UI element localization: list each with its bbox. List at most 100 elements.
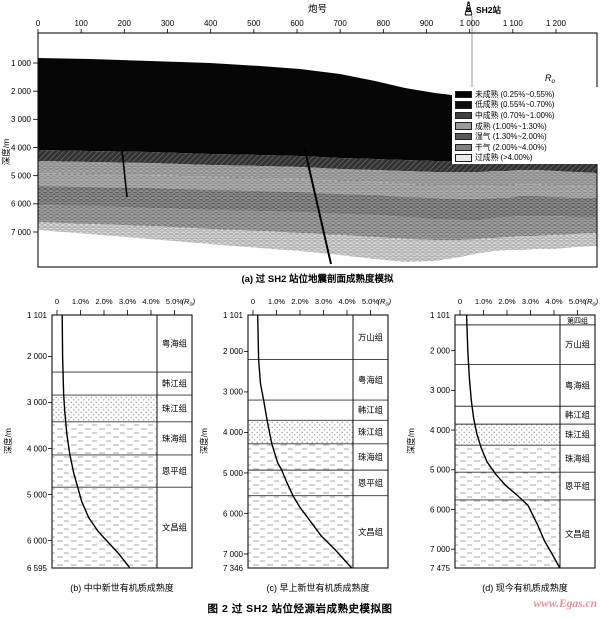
panel-caption: (b) 中中新世有机质成熟度 [70, 582, 174, 593]
depth-tick-label: 6 000 [27, 536, 48, 545]
depth-top-label: 1 101 [430, 311, 451, 320]
y-axis-label: 深度/m [1, 139, 11, 165]
plot-border [51, 314, 193, 569]
legend-label: 干气 (2.00%~4.00%) [475, 142, 547, 152]
x-tick-label: 3.0% [119, 297, 137, 306]
depth-tick-label: 7 000 [430, 545, 451, 554]
ro-overlay-label: Ro [545, 73, 556, 85]
legend-label: 湿气 (1.30%~2.00%) [475, 132, 547, 142]
y-tick-label: 4 000 [11, 143, 32, 152]
figure-caption: 图 2 过 SH2 站位烃源岩成熟史模拟图 [207, 603, 393, 615]
formation-texture [455, 499, 560, 568]
legend-label: 成熟 (1.00%~1.30%) [475, 121, 547, 131]
x-tick-label: 300 [161, 19, 175, 28]
legend-swatch-2 [455, 101, 472, 109]
x-tick-label: 1 100 [503, 19, 524, 28]
x-tick-label: 2.0% [291, 297, 309, 306]
x-tick-label: 200 [118, 19, 132, 28]
y-tick-label: 5 000 [11, 171, 32, 180]
legend-swatch-4 [455, 122, 472, 130]
x-tick-label: 700 [333, 19, 347, 28]
formation-texture [248, 443, 353, 471]
watermark: www.Egas.cn [533, 598, 597, 610]
depth-tick-label: 4 000 [223, 428, 244, 437]
panel-caption: (c) 早上新世有机质成熟度 [267, 582, 370, 593]
x-tick-label: 4.0% [338, 297, 356, 306]
formation-label: 文昌组 [358, 527, 383, 537]
x-tick-label: 4.0% [142, 297, 160, 306]
formation-texture [248, 495, 353, 568]
depth-bottom-label: 7 475 [430, 564, 451, 573]
depth-tick-label: 2 000 [430, 346, 451, 355]
formation-label: 韩江组 [565, 410, 590, 420]
formation-label: 第四组 [567, 316, 588, 325]
legend-label: 中成熟 (0.70%~1.00%) [475, 110, 555, 120]
station-label: SH2站 [476, 5, 502, 15]
formation-label: 粤海组 [565, 380, 590, 390]
fault-line [121, 149, 128, 198]
legend-item: 中成熟 (0.70%~1.00%) [455, 110, 597, 121]
maturity-curve [61, 314, 131, 569]
formation-texture [455, 424, 560, 446]
zone-mid-mature-texture [38, 150, 597, 173]
zone-dry-gas-texture [38, 205, 597, 240]
legend-item: 湿气 (1.30%~2.00%) [455, 131, 597, 142]
x-tick-label: 600 [290, 19, 304, 28]
depth-tick-label: 2 000 [223, 347, 244, 356]
x-tick-label: 1.0% [72, 297, 90, 306]
legend-swatch-7 [455, 154, 472, 162]
zone-mature-2-texture [38, 173, 597, 199]
x-tick-label: 0 [251, 297, 255, 306]
depth-tick-label: 5 000 [430, 466, 451, 475]
legend-swatch-5 [455, 132, 472, 141]
station-marker: SH2站 [462, 1, 501, 16]
formation-texture [52, 454, 157, 488]
x-unit-label: (Ro) [585, 297, 599, 308]
plot-border [247, 314, 389, 569]
x-tick-label: 0 [55, 297, 59, 306]
depth-tick-label: 3 000 [430, 386, 451, 395]
zone-mature-texture [38, 161, 597, 186]
x-tick-label: 3.0% [315, 297, 333, 306]
formation-label: 万山组 [358, 332, 383, 342]
x-tick-label: 3.0% [522, 297, 540, 306]
formation-texture [52, 395, 157, 422]
y-tick-label: 1 000 [11, 59, 32, 68]
x-unit-label: (Ro) [182, 297, 196, 308]
x-tick-label: 800 [377, 19, 391, 28]
zone-overmature-texture [38, 222, 597, 262]
x-tick-label: 5.0% [362, 297, 380, 306]
x-tick-label: 1.0% [475, 297, 493, 306]
formation-texture [455, 445, 560, 473]
maturity-legend: 未成熟 (0.25%~0.55%) 低成熟 (0.55%~0.70%) 中成熟 (0… [452, 87, 599, 165]
x-axis-title: 炮号 [307, 4, 327, 15]
depth-tick-label: 6 000 [430, 505, 451, 514]
x-tick-label: 900 [420, 19, 434, 28]
legend-label: 未成熟 (0.25%~0.55%) [475, 89, 555, 99]
x-tick-label: 0 [36, 19, 41, 28]
formation-label: 恩平组 [358, 478, 383, 488]
formation-label: 恩平组 [162, 466, 187, 476]
subpanel-a-caption: (a) 过 SH2 站位地震剖面成熟度模拟 [241, 274, 394, 285]
depth-tick-label: 5 000 [27, 490, 48, 499]
y-axis-label: 深度/m [3, 428, 13, 454]
legend-swatch-6 [455, 143, 472, 152]
formation-label: 珠江组 [565, 430, 590, 440]
formation-label: 韩江组 [162, 379, 187, 389]
fault-line [303, 145, 332, 265]
legend-item: 未成熟 (0.25%~0.55%) [455, 89, 597, 100]
maturity-curve [257, 314, 353, 569]
formation-label: 珠海组 [358, 452, 383, 462]
x-tick-label: 100 [74, 19, 88, 28]
formation-label: 珠江组 [358, 427, 383, 437]
formation-texture [52, 487, 157, 568]
legend-swatch-3 [455, 111, 472, 120]
x-tick-label: 500 [247, 19, 261, 28]
plot-border [454, 314, 596, 569]
x-tick-label: 0 [458, 297, 462, 306]
depth-tick-label: 7 000 [223, 550, 244, 559]
y-tick-label: 7 000 [11, 228, 32, 237]
